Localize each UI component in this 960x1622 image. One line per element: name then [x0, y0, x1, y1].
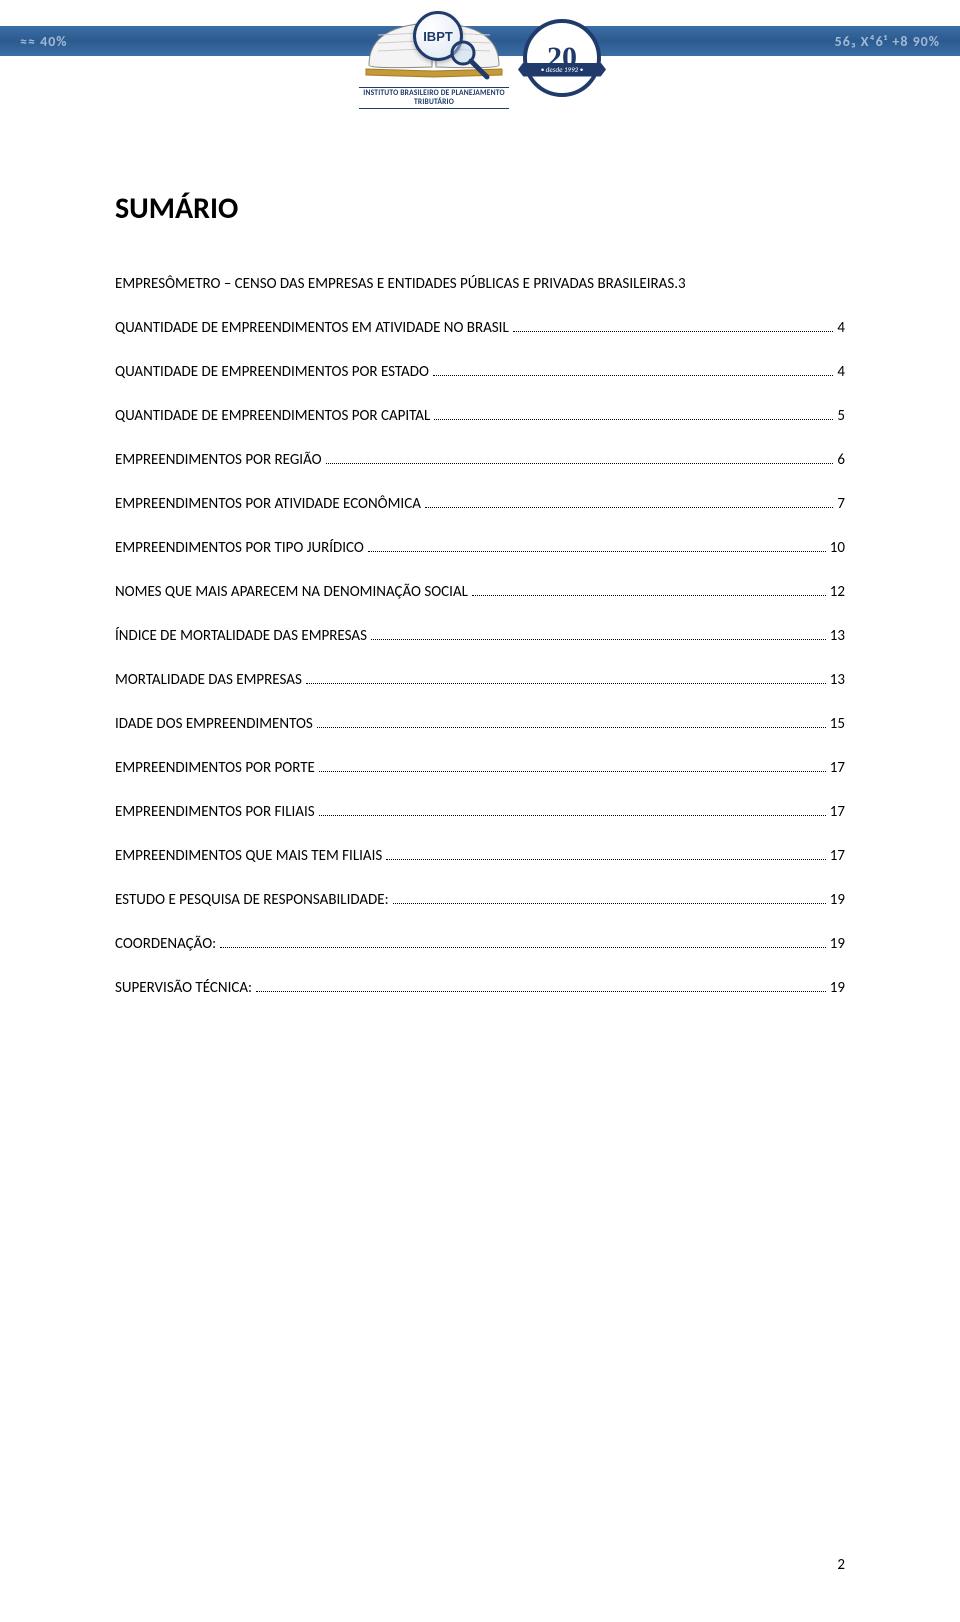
toc-label: EMPREENDIMENTOS POR REGIÃO [115, 451, 322, 469]
toc-label: EMPREENDIMENTOS POR PORTE [115, 759, 315, 777]
toc-page: 19 [830, 891, 845, 909]
toc-page: 3 [678, 275, 686, 293]
toc-entry: ESTUDO E PESQUISA DE RESPONSABILIDADE: 1… [115, 891, 845, 909]
toc-page: 13 [830, 671, 845, 689]
toc-page: 15 [830, 715, 845, 733]
toc-label: COORDENAÇÃO: [115, 935, 216, 953]
toc-entry: EMPREENDIMENTOS POR REGIÃO 6 [115, 451, 845, 469]
toc-leader-dots [393, 903, 826, 904]
toc-label: EMPRESÔMETRO – CENSO DAS EMPRESAS E ENTI… [115, 275, 678, 293]
toc-entry: EMPREENDIMENTOS POR ATIVIDADE ECONÔMICA … [115, 495, 845, 513]
band-right-deco: 56₃ X⁴6¹ +8 90% [835, 33, 940, 50]
toc-leader-dots [319, 771, 826, 772]
header-logo-group: IBPT INSTITUTO BRASILEIRO DE PLANEJAMENT… [320, 0, 640, 115]
page-content: SUMÁRIO EMPRESÔMETRO – CENSO DAS EMPRESA… [0, 120, 960, 997]
toc-page: 17 [830, 803, 845, 821]
toc-page: 6 [837, 451, 845, 469]
toc-leader-dots [317, 727, 826, 728]
toc-page: 13 [830, 627, 845, 645]
book-logo: IBPT INSTITUTO BRASILEIRO DE PLANEJAMENT… [359, 5, 509, 110]
toc-label: ESTUDO E PESQUISA DE RESPONSABILIDADE: [115, 891, 389, 909]
toc-entry: NOMES QUE MAIS APARECEM NA DENOMINAÇÃO S… [115, 583, 845, 601]
anniversary-badge: 20 • desde 1992 • [523, 19, 601, 97]
toc-leader-dots [368, 551, 826, 552]
toc-entry: COORDENAÇÃO: 19 [115, 935, 845, 953]
toc-leader-dots [319, 815, 826, 816]
toc-label: EMPREENDIMENTOS POR FILIAIS [115, 803, 315, 821]
toc-label: EMPREENDIMENTOS QUE MAIS TEM FILIAIS [115, 847, 382, 865]
magnifier-icon [447, 37, 491, 81]
toc-entry: EMPREENDIMENTOS POR TIPO JURÍDICO 10 [115, 539, 845, 557]
toc-label: MORTALIDADE DAS EMPRESAS [115, 671, 302, 689]
toc-leader-dots [472, 595, 826, 596]
toc-leader-dots [326, 463, 834, 464]
toc-label: QUANTIDADE DE EMPREENDIMENTOS EM ATIVIDA… [115, 319, 509, 337]
toc-page: 19 [830, 979, 845, 997]
toc-label: IDADE DOS EMPREENDIMENTOS [115, 715, 313, 733]
toc-page: 4 [837, 363, 845, 381]
toc-page: 7 [837, 495, 845, 513]
toc-leader-dots [256, 991, 826, 992]
toc-leader-dots [306, 683, 826, 684]
page-header: ≈≈ 40% 56₃ X⁴6¹ +8 90% IBPT [0, 0, 960, 120]
toc-leader-dots [371, 639, 826, 640]
toc-page: 4 [837, 319, 845, 337]
toc-page: 10 [830, 539, 845, 557]
toc-label: ÍNDICE DE MORTALIDADE DAS EMPRESAS [115, 627, 367, 645]
toc-label: QUANTIDADE DE EMPREENDIMENTOS POR CAPITA… [115, 407, 430, 425]
document-page: ≈≈ 40% 56₃ X⁴6¹ +8 90% IBPT [0, 0, 960, 1622]
toc-entry: EMPREENDIMENTOS QUE MAIS TEM FILIAIS 17 [115, 847, 845, 865]
toc-label: QUANTIDADE DE EMPREENDIMENTOS POR ESTADO [115, 363, 429, 381]
toc-entry: EMPREENDIMENTOS POR PORTE 17 [115, 759, 845, 777]
toc-entry: QUANTIDADE DE EMPREENDIMENTOS POR CAPITA… [115, 407, 845, 425]
toc-entry: SUPERVISÃO TÉCNICA: 19 [115, 979, 845, 997]
band-left-deco: ≈≈ 40% [20, 33, 68, 50]
page-number: 2 [837, 1556, 845, 1574]
toc-page: 12 [830, 583, 845, 601]
toc-entry: IDADE DOS EMPREENDIMENTOS 15 [115, 715, 845, 733]
table-of-contents: EMPRESÔMETRO – CENSO DAS EMPRESAS E ENTI… [115, 275, 845, 997]
toc-leader-dots [433, 375, 834, 376]
institute-tagline: INSTITUTO BRASILEIRO DE PLANEJAMENTO TRI… [359, 87, 509, 109]
toc-leader-dots [220, 947, 826, 948]
toc-page: 17 [830, 759, 845, 777]
page-title: SUMÁRIO [115, 190, 845, 227]
toc-page: 19 [830, 935, 845, 953]
toc-label: EMPREENDIMENTOS POR ATIVIDADE ECONÔMICA [115, 495, 421, 513]
toc-leader-dots [513, 331, 834, 332]
toc-leader-dots [434, 419, 833, 420]
anniversary-ribbon: • desde 1992 • [518, 63, 606, 77]
toc-entry: EMPREENDIMENTOS POR FILIAIS 17 [115, 803, 845, 821]
toc-leader-dots [386, 859, 826, 860]
toc-entry: EMPRESÔMETRO – CENSO DAS EMPRESAS E ENTI… [115, 275, 845, 293]
toc-entry: ÍNDICE DE MORTALIDADE DAS EMPRESAS 13 [115, 627, 845, 645]
toc-label: EMPREENDIMENTOS POR TIPO JURÍDICO [115, 539, 364, 557]
toc-label: SUPERVISÃO TÉCNICA: [115, 979, 252, 997]
toc-leader-dots [425, 507, 834, 508]
toc-entry: QUANTIDADE DE EMPREENDIMENTOS EM ATIVIDA… [115, 319, 845, 337]
toc-entry: QUANTIDADE DE EMPREENDIMENTOS POR ESTADO… [115, 363, 845, 381]
toc-label: NOMES QUE MAIS APARECEM NA DENOMINAÇÃO S… [115, 583, 468, 601]
toc-page: 17 [830, 847, 845, 865]
toc-entry: MORTALIDADE DAS EMPRESAS 13 [115, 671, 845, 689]
toc-page: 5 [837, 407, 845, 425]
